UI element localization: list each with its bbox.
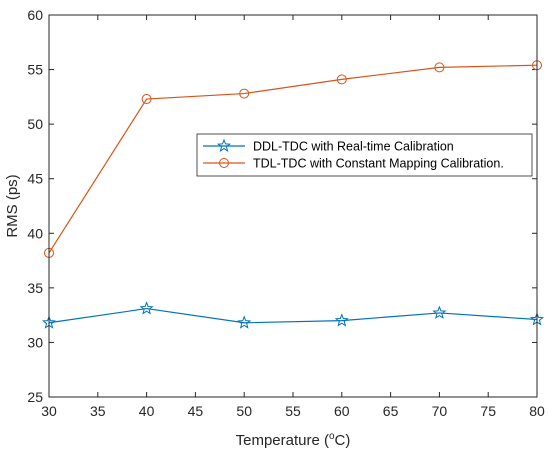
- x-tick-label: 65: [383, 403, 399, 419]
- plot-frame: [48, 14, 538, 398]
- legend-marker-circle: [219, 158, 229, 168]
- x-tick-label: 40: [139, 403, 155, 419]
- x-tick-label: 75: [480, 403, 496, 419]
- legend-marker-star: [216, 138, 232, 152]
- data-point-star: [432, 305, 447, 319]
- legend-label-ddl: DDL-TDC with Real-time Calibration: [253, 140, 454, 154]
- y-tick-label: 50: [27, 116, 43, 132]
- data-point-star: [139, 301, 154, 315]
- legend-label-tdl: TDL-TDC with Constant Mapping Calibratio…: [253, 157, 504, 171]
- data-point-circle: [336, 74, 347, 85]
- y-tick-label: 25: [27, 389, 43, 405]
- x-tick-label: 60: [334, 403, 350, 419]
- x-tick-label: 45: [188, 403, 204, 419]
- series-line-0: [48, 307, 538, 324]
- x-tick-label: 35: [90, 403, 106, 419]
- data-point-star: [237, 315, 252, 329]
- x-tick-label: 80: [529, 403, 545, 419]
- x-tick-label: 70: [432, 403, 448, 419]
- y-tick-label: 30: [27, 334, 43, 350]
- x-axis-title: Temperature (oC): [236, 431, 351, 449]
- data-point-circle: [434, 62, 445, 73]
- plot-area: [49, 15, 537, 397]
- y-axis: 25 30 35 40 45 50 55 60: [27, 7, 537, 405]
- x-tick-label: 50: [236, 403, 252, 419]
- x-tick-label: 30: [41, 403, 57, 419]
- x-axis: 30 35 40 45 50 55 60 65 70 75 80: [41, 15, 545, 419]
- y-axis-title: RMS (ps): [4, 174, 21, 237]
- y-tick-label: 55: [27, 62, 43, 78]
- legend: DDL-TDC with Real-time Calibration TDL-T…: [196, 133, 533, 177]
- data-point-circle: [141, 94, 152, 105]
- legend-box: [196, 133, 533, 177]
- y-tick-label: 60: [27, 7, 43, 23]
- y-tick-label: 40: [27, 225, 43, 241]
- x-tick-label: 55: [285, 403, 301, 419]
- series-layer: [41, 60, 545, 329]
- data-point-circle: [239, 88, 250, 99]
- series-line-1: [48, 64, 538, 254]
- data-point-star: [334, 313, 349, 327]
- y-tick-label: 35: [27, 280, 43, 296]
- y-tick-label: 45: [27, 171, 43, 187]
